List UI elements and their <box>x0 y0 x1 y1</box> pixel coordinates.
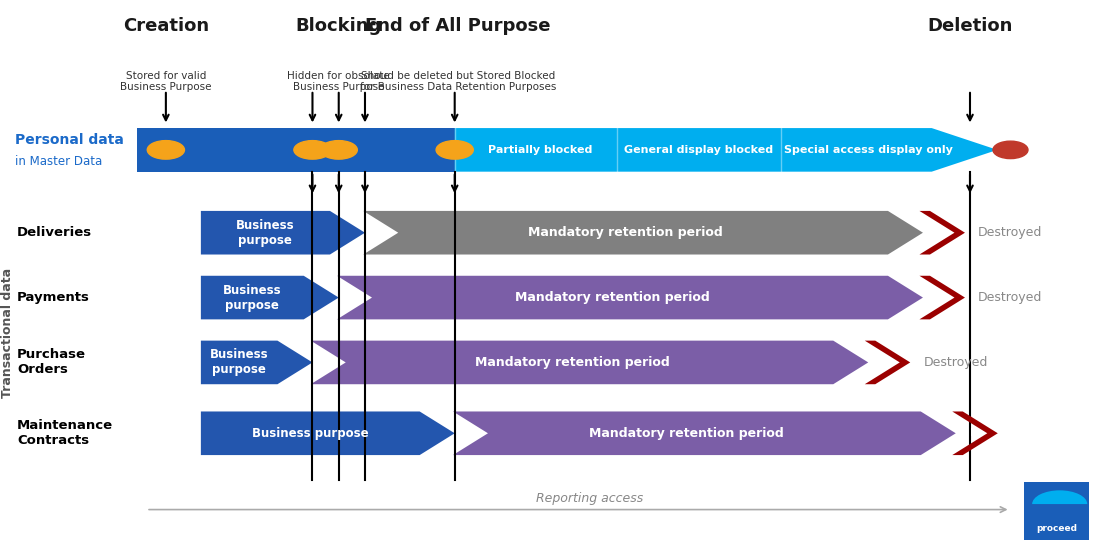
Text: Transactional data: Transactional data <box>1 268 14 397</box>
Polygon shape <box>363 211 923 255</box>
Text: Mandatory retention period: Mandatory retention period <box>474 356 670 369</box>
Text: Mandatory retention period: Mandatory retention period <box>590 427 784 440</box>
Text: Purchase
Orders: Purchase Orders <box>18 348 86 377</box>
Polygon shape <box>337 276 923 319</box>
Polygon shape <box>201 411 455 455</box>
Text: Business
purpose: Business purpose <box>210 348 269 377</box>
Wedge shape <box>1032 490 1087 504</box>
Text: Business purpose: Business purpose <box>251 427 369 440</box>
Text: Deletion: Deletion <box>928 17 1012 35</box>
Text: Destroyed: Destroyed <box>923 356 988 369</box>
Text: D: D <box>883 358 893 367</box>
Text: End of All Purpose: End of All Purpose <box>366 17 551 35</box>
Text: Business
purpose: Business purpose <box>236 219 294 247</box>
Text: Destroyed: Destroyed <box>978 291 1042 304</box>
Text: proceed: proceed <box>1035 524 1077 533</box>
Text: Stored for valid
Business Purpose: Stored for valid Business Purpose <box>120 71 212 93</box>
Text: Blocking: Blocking <box>295 17 382 35</box>
Circle shape <box>147 141 184 159</box>
Polygon shape <box>952 411 998 455</box>
Bar <box>137 128 455 172</box>
Text: Business
purpose: Business purpose <box>223 283 281 312</box>
Polygon shape <box>919 211 965 255</box>
Polygon shape <box>201 341 313 384</box>
Polygon shape <box>453 411 955 455</box>
Text: in Master Data: in Master Data <box>15 155 102 168</box>
Polygon shape <box>201 211 365 255</box>
Text: Special access display only: Special access display only <box>784 145 953 155</box>
Text: D: D <box>938 293 946 302</box>
Text: Shoud be deleted but Stored Blocked
for Business Data Retention Purposes: Shoud be deleted but Stored Blocked for … <box>360 71 557 93</box>
Text: Maintenance
Contracts: Maintenance Contracts <box>18 419 113 447</box>
Text: D: D <box>971 428 979 438</box>
Bar <box>1023 482 1089 540</box>
Text: Creation: Creation <box>123 17 209 35</box>
Text: Deliveries: Deliveries <box>18 226 92 239</box>
Text: Hidden for obsolate
Business Purpose: Hidden for obsolate Business Purpose <box>288 71 390 93</box>
Polygon shape <box>201 276 338 319</box>
Text: Partially blocked: Partially blocked <box>488 145 592 155</box>
Polygon shape <box>865 341 910 384</box>
Circle shape <box>294 141 332 159</box>
Text: Mandatory retention period: Mandatory retention period <box>528 226 722 239</box>
Polygon shape <box>455 128 997 172</box>
Text: General display blocked: General display blocked <box>624 145 773 155</box>
Text: Personal data: Personal data <box>15 133 124 147</box>
Text: D: D <box>938 228 946 238</box>
Polygon shape <box>919 276 965 319</box>
Circle shape <box>436 141 473 159</box>
Circle shape <box>321 141 357 159</box>
Text: Destroyed: Destroyed <box>978 226 1042 239</box>
Polygon shape <box>311 341 869 384</box>
Circle shape <box>993 141 1028 159</box>
Text: Payments: Payments <box>18 291 90 304</box>
Text: Reporting access: Reporting access <box>536 492 643 505</box>
Text: Mandatory retention period: Mandatory retention period <box>515 291 709 304</box>
